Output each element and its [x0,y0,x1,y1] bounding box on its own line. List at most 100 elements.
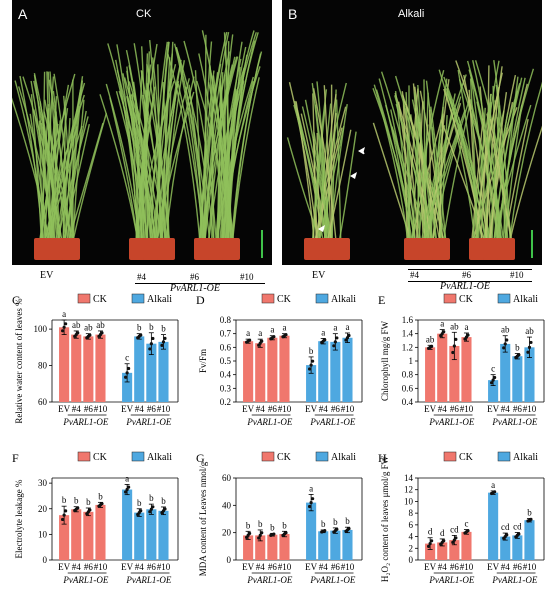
bar-alkali-0 [306,365,317,402]
category-label: #4 [501,562,511,572]
data-point [248,338,252,342]
leaf [57,116,89,239]
significance-letter: ab [450,321,459,331]
category-label: #10 [523,404,537,414]
data-point [76,331,80,335]
pot [469,238,487,260]
leaf [62,107,67,239]
bar-alkali-3 [158,341,169,402]
data-point [163,507,167,511]
caption-a-ev: EV [40,270,54,281]
bar-alkali-2 [330,530,341,560]
significance-letter: b [161,496,166,506]
caption-a-underline [135,283,265,284]
category-label: #4 [135,562,145,572]
category-label: #4 [72,404,82,414]
pot [194,238,212,260]
data-point [88,508,92,512]
y-tick-label: 60 [38,397,48,407]
y-tick-label: 1.2 [402,342,413,352]
category-label: EV [424,562,436,572]
data-point [124,490,128,494]
data-point [62,513,66,517]
leaf [19,75,44,239]
leaf [335,99,342,239]
category-label: #4 [319,404,329,414]
y-axis-label: Electrolyte leakage % [14,479,24,558]
bar-ck-2 [449,540,460,560]
caption-b-l10: #10 [510,270,524,280]
leaf [471,118,484,239]
y-tick-label: 20 [38,504,48,514]
data-point [100,331,104,335]
leaf [315,127,343,239]
y-tick-label: 0.5 [220,356,232,366]
bar-ck-1 [255,535,266,560]
bar-alkali-0 [122,489,133,560]
leaf [54,111,57,239]
legend-label-ck: CK [277,452,292,463]
legend-label-ck: CK [459,452,474,463]
significance-letter: ab [525,326,534,336]
bar-alkali-1 [134,336,145,402]
significance-letter: a [309,483,313,493]
significance-letter: ab [96,320,105,330]
y-tick-label: 80 [38,361,48,371]
y-tick-label: 0.6 [402,383,414,393]
data-point [257,536,261,540]
panel-letter-f: F [12,451,19,465]
legend-label-alkali: Alkali [147,294,172,305]
significance-letter: cd [450,524,459,534]
plant-group-2 [167,30,263,260]
data-point [284,333,288,337]
leaf [311,83,328,239]
plant-group-1 [99,40,195,260]
category-label: EV [121,404,133,414]
leaf [225,40,256,239]
leaf [411,113,421,239]
chart-mda-content: G CK Alkali 0 20 40 60 MDA content of Leaves nm… [196,451,363,585]
data-point [505,533,509,537]
data-point [527,345,532,349]
pot [34,238,52,260]
category-label: #4 [438,562,448,572]
y-tick-label: 0.4 [220,370,232,380]
data-point [323,529,327,533]
data-point [64,509,68,513]
data-point [517,353,521,357]
leaf [327,129,352,239]
category-label: #4 [72,562,82,572]
data-point [148,347,152,351]
y-tick-label: 1 [409,356,414,366]
significance-letter: a [491,480,495,490]
pot [222,238,240,260]
data-point [345,336,350,340]
data-point [64,322,68,326]
significance-letter: b [258,519,263,529]
data-point [61,329,65,333]
y-tick-label: 0 [227,555,232,565]
y-tick-label: 12 [404,485,413,495]
legend-swatch-alkali [131,293,145,304]
significance-letter: b [345,516,350,526]
leaf [156,59,182,239]
significance-letter: b [527,507,532,517]
leaf [68,122,104,239]
bar-alkali-2 [146,343,157,402]
category-label: #4 [256,562,266,572]
pot [332,238,350,260]
legend-swatch-alkali [315,451,329,462]
data-point [272,532,276,536]
category-label: #4 [135,404,145,414]
bar-ck-0 [59,327,70,402]
group-label: PvARL1-OE [125,417,171,427]
y-tick-label: 1.6 [402,315,414,325]
leaf [295,101,315,239]
pot [318,238,336,260]
legend-swatch-alkali [131,451,145,462]
leaf [489,118,512,239]
condition-label-alkali: Alkali [398,8,425,20]
legend-swatch-alkali [315,293,329,304]
group-label: PvARL1-OE [309,575,355,585]
data-point [430,539,434,543]
